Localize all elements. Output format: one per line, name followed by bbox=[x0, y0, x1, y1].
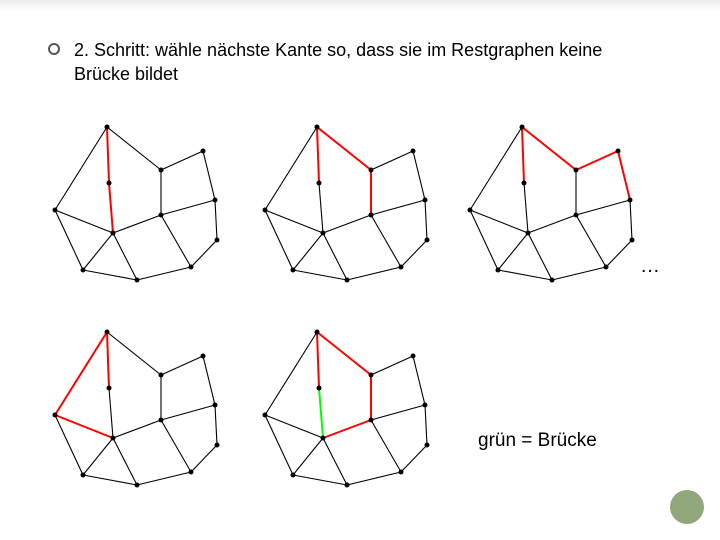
legend-label: grün = Brücke bbox=[478, 430, 597, 452]
bullet-text: 2. Schritt: wähle nächste Kante so, dass… bbox=[74, 38, 660, 87]
bullet-item: 2. Schritt: wähle nächste Kante so, dass… bbox=[48, 38, 660, 87]
graph-panel bbox=[45, 320, 230, 495]
slide-corner-dot-icon bbox=[670, 490, 704, 524]
graph-panel bbox=[255, 115, 440, 290]
slide-top-shadow bbox=[0, 0, 720, 10]
bullet-circle-icon bbox=[48, 43, 60, 55]
graph-panel bbox=[45, 115, 230, 290]
graph-panel bbox=[460, 115, 645, 290]
ellipsis-label: … bbox=[640, 255, 660, 278]
graph-panel bbox=[255, 320, 440, 495]
